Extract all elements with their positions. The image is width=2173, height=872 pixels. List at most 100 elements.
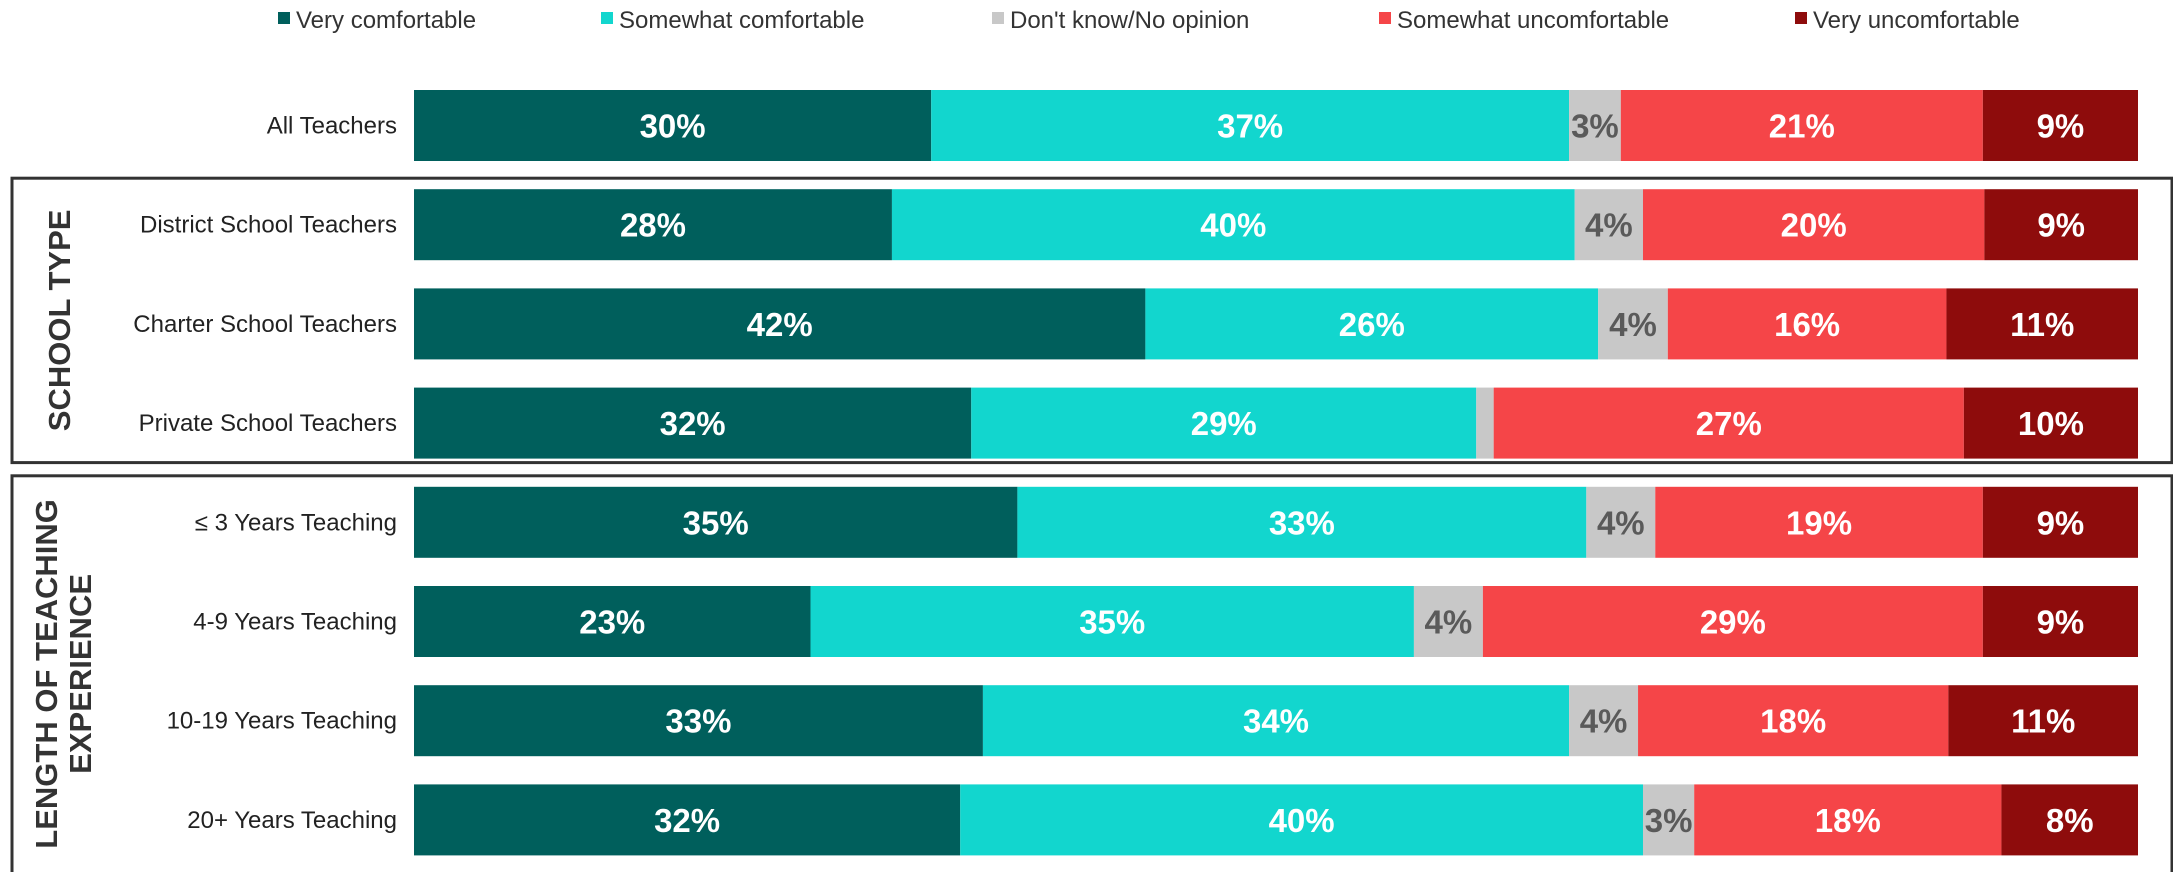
bar-somewhat-comfortable-20-years-teaching xyxy=(960,784,1643,856)
data-label-very-comfortable-private-school-teachers: 32% xyxy=(660,405,726,442)
category-label-private-school-teachers: Private School Teachers xyxy=(139,410,397,437)
data-label-somewhat-comfortable-3-years-teaching: 33% xyxy=(1269,504,1335,541)
data-label-somewhat-comfortable-4-9-years-teaching: 35% xyxy=(1079,604,1145,641)
data-label-very-uncomfortable-10-19-years-teaching: 11% xyxy=(2011,703,2075,740)
group-label-length-of-teaching-experience-line-1: LENGTH OF TEACHING xyxy=(29,499,64,849)
bar-don-t-know-no-opinion-10-19-years-teaching xyxy=(1569,685,1639,757)
data-label-somewhat-comfortable-private-school-teachers: 29% xyxy=(1191,405,1257,442)
bar-somewhat-uncomfortable-district-school-teachers xyxy=(1642,189,1985,261)
data-label-very-uncomfortable-all-teachers: 9% xyxy=(2037,108,2085,145)
data-label-don-t-know-no-opinion-charter-school-teachers: 4% xyxy=(1609,306,1657,343)
bar-somewhat-uncomfortable-charter-school-teachers xyxy=(1667,288,1947,360)
data-label-somewhat-uncomfortable-charter-school-teachers: 16% xyxy=(1774,306,1840,343)
bar-very-comfortable-charter-school-teachers xyxy=(414,288,1146,360)
data-label-very-uncomfortable-3-years-teaching: 9% xyxy=(2037,504,2085,541)
bar-somewhat-uncomfortable-3-years-teaching xyxy=(1655,486,1983,558)
data-label-very-uncomfortable-20-years-teaching: 8% xyxy=(2046,802,2094,839)
bar-very-uncomfortable-3-years-teaching xyxy=(1982,486,2138,558)
bar-very-comfortable-district-school-teachers xyxy=(414,189,892,261)
bar-very-comfortable-10-19-years-teaching xyxy=(414,685,983,757)
category-label-4-9-years-teaching: 4-9 Years Teaching xyxy=(193,609,397,636)
bar-very-uncomfortable-charter-school-teachers xyxy=(1946,288,2138,360)
category-label-10-19-years-teaching: 10-19 Years Teaching xyxy=(167,708,397,735)
legend-label-somewhat-uncomfortable: Somewhat uncomfortable xyxy=(1397,7,1669,34)
data-label-somewhat-comfortable-all-teachers: 37% xyxy=(1217,108,1283,145)
legend: Very comfortable Somewhat comfortable Don'… xyxy=(278,7,2020,34)
legend-swatch-somewhat-comfortable xyxy=(601,12,613,24)
data-label-don-t-know-no-opinion-4-9-years-teaching: 4% xyxy=(1425,604,1473,641)
bar-very-uncomfortable-20-years-teaching xyxy=(2001,784,2138,856)
data-label-don-t-know-no-opinion-district-school-teachers: 4% xyxy=(1585,207,1633,244)
legend-label-don-t-know-no-opinion: Don't know/No opinion xyxy=(1010,7,1249,34)
plot-area: 30% 37% 3% 21% 9% 28% 40% 4% 20% 9% 42% 26% 4% 16% 11%… xyxy=(414,90,2138,856)
bar-very-uncomfortable-all-teachers xyxy=(1982,90,2138,161)
bar-very-uncomfortable-4-9-years-teaching xyxy=(1982,586,2138,657)
bar-somewhat-uncomfortable-4-9-years-teaching xyxy=(1482,586,1983,657)
data-label-very-uncomfortable-4-9-years-teaching: 9% xyxy=(2037,604,2085,641)
data-label-somewhat-uncomfortable-4-9-years-teaching: 29% xyxy=(1700,604,1766,641)
data-label-somewhat-comfortable-charter-school-teachers: 26% xyxy=(1339,306,1405,343)
bar-very-comfortable-4-9-years-teaching xyxy=(414,586,811,657)
bar-very-comfortable-all-teachers xyxy=(414,90,932,161)
data-label-somewhat-comfortable-10-19-years-teaching: 34% xyxy=(1243,703,1309,740)
category-label-3-years-teaching: ≤ 3 Years Teaching xyxy=(195,509,397,536)
bar-don-t-know-no-opinion-20-years-teaching xyxy=(1642,784,1695,856)
data-label-don-t-know-no-opinion-3-years-teaching: 4% xyxy=(1597,504,1645,541)
bar-somewhat-comfortable-3-years-teaching xyxy=(1017,486,1587,558)
bar-somewhat-uncomfortable-10-19-years-teaching xyxy=(1638,685,1949,757)
data-label-somewhat-comfortable-district-school-teachers: 40% xyxy=(1200,207,1266,244)
bar-very-comfortable-private-school-teachers xyxy=(414,387,972,459)
bar-very-uncomfortable-10-19-years-teaching xyxy=(1948,685,2138,757)
data-label-don-t-know-no-opinion-20-years-teaching: 3% xyxy=(1645,802,1693,839)
data-label-don-t-know-no-opinion-all-teachers: 3% xyxy=(1571,108,1619,145)
data-label-very-comfortable-20-years-teaching: 32% xyxy=(654,802,720,839)
bar-very-uncomfortable-district-school-teachers xyxy=(1984,189,2138,261)
data-label-somewhat-uncomfortable-private-school-teachers: 27% xyxy=(1696,405,1762,442)
data-label-somewhat-uncomfortable-all-teachers: 21% xyxy=(1769,108,1835,145)
data-label-very-uncomfortable-charter-school-teachers: 11% xyxy=(2010,306,2074,343)
data-label-very-uncomfortable-private-school-teachers: 10% xyxy=(2018,405,2084,442)
bar-somewhat-uncomfortable-private-school-teachers xyxy=(1493,387,1964,459)
legend-swatch-don-t-know-no-opinion xyxy=(992,12,1004,24)
category-axis: All Teachers District School Teachers Char… xyxy=(133,113,397,834)
bar-somewhat-comfortable-all-teachers xyxy=(931,90,1570,161)
category-label-district-school-teachers: District School Teachers xyxy=(140,212,397,239)
legend-swatch-very-comfortable xyxy=(278,12,290,24)
data-label-very-comfortable-charter-school-teachers: 42% xyxy=(747,306,813,343)
data-label-very-comfortable-district-school-teachers: 28% xyxy=(620,207,686,244)
bar-somewhat-comfortable-private-school-teachers xyxy=(971,387,1477,459)
bar-don-t-know-no-opinion-all-teachers xyxy=(1569,90,1621,161)
data-label-very-comfortable-3-years-teaching: 35% xyxy=(683,504,749,541)
data-label-somewhat-uncomfortable-10-19-years-teaching: 18% xyxy=(1760,703,1826,740)
category-label-charter-school-teachers: Charter School Teachers xyxy=(133,311,397,338)
legend-label-very-comfortable: Very comfortable xyxy=(296,7,476,34)
data-label-somewhat-uncomfortable-3-years-teaching: 19% xyxy=(1786,504,1852,541)
data-label-very-uncomfortable-district-school-teachers: 9% xyxy=(2037,207,2085,244)
data-label-very-comfortable-all-teachers: 30% xyxy=(640,108,706,145)
bar-somewhat-comfortable-charter-school-teachers xyxy=(1145,288,1599,360)
bar-don-t-know-no-opinion-private-school-teachers xyxy=(1476,387,1494,459)
group-frames: SCHOOL TYPE LENGTH OF TEACHING EXPERIENCE xyxy=(10,176,2173,872)
bar-somewhat-uncomfortable-20-years-teaching xyxy=(1694,784,2002,856)
legend-swatch-very-uncomfortable xyxy=(1795,12,1807,24)
group-frame-2 xyxy=(10,474,2173,872)
group-label-school-type: SCHOOL TYPE xyxy=(42,210,77,432)
bar-somewhat-comfortable-district-school-teachers xyxy=(891,189,1575,261)
group-frame-1 xyxy=(10,176,2173,465)
bar-somewhat-comfortable-4-9-years-teaching xyxy=(810,586,1414,657)
legend-label-somewhat-comfortable: Somewhat comfortable xyxy=(619,7,864,34)
bar-don-t-know-no-opinion-3-years-teaching xyxy=(1586,486,1656,558)
bar-very-comfortable-20-years-teaching xyxy=(414,784,961,856)
bar-don-t-know-no-opinion-4-9-years-teaching xyxy=(1413,586,1483,657)
legend-label-very-uncomfortable: Very uncomfortable xyxy=(1813,7,2020,34)
data-label-very-comfortable-10-19-years-teaching: 33% xyxy=(665,703,731,740)
group-label-length-of-teaching-experience-line-2: EXPERIENCE xyxy=(63,574,98,774)
data-label-don-t-know-no-opinion-10-19-years-teaching: 4% xyxy=(1580,703,1628,740)
bar-very-uncomfortable-private-school-teachers xyxy=(1963,387,2138,459)
data-label-very-comfortable-4-9-years-teaching: 23% xyxy=(579,604,645,641)
category-label-20-years-teaching: 20+ Years Teaching xyxy=(187,807,397,834)
legend-swatch-somewhat-uncomfortable xyxy=(1379,12,1391,24)
category-label-all-teachers: All Teachers xyxy=(267,113,397,140)
data-label-somewhat-uncomfortable-district-school-teachers: 20% xyxy=(1781,207,1847,244)
